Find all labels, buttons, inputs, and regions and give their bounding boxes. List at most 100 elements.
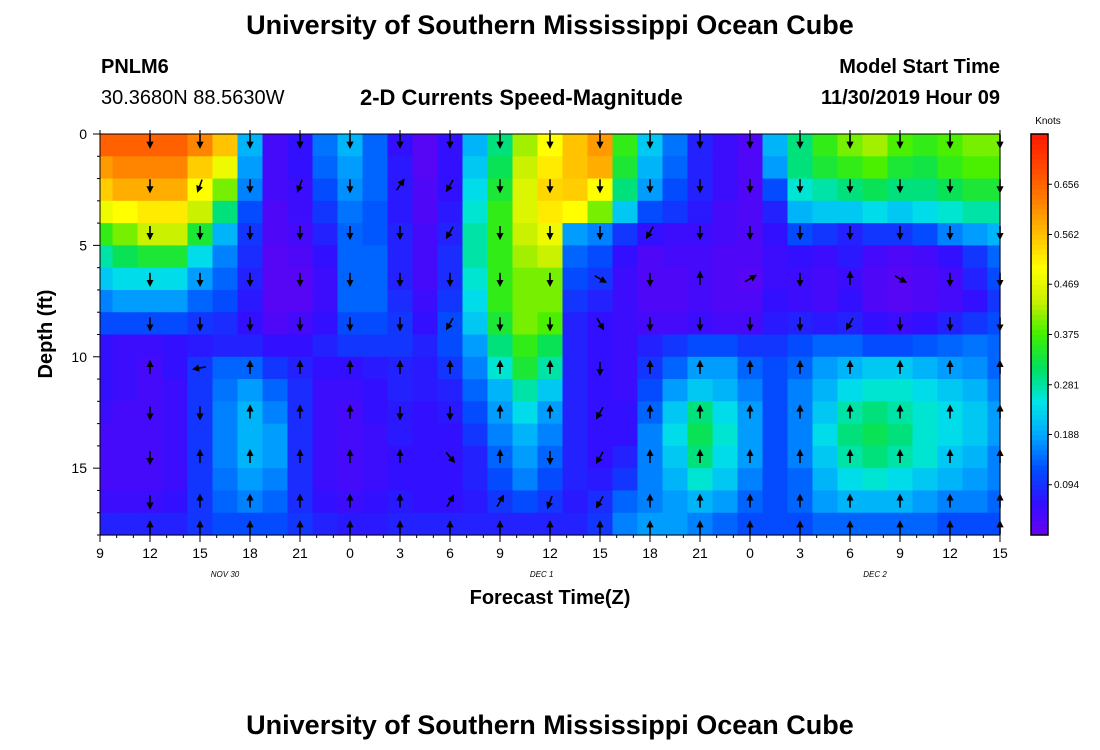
heatmap-cell xyxy=(862,178,889,202)
heatmap-cell xyxy=(762,401,789,425)
heatmap-cell xyxy=(287,468,314,492)
x-tick-label: 9 xyxy=(96,545,104,561)
colorbar-segment xyxy=(1031,529,1048,536)
colorbar-segment xyxy=(1031,174,1048,180)
heatmap-cell xyxy=(487,289,514,313)
heatmap-cell xyxy=(862,512,889,536)
colorbar-segment xyxy=(1031,254,1048,260)
heatmap-cell xyxy=(762,334,789,358)
heatmap-cell xyxy=(962,312,989,336)
heatmap-cell xyxy=(212,401,239,425)
colorbar-segment xyxy=(1031,399,1048,406)
heatmap-cell xyxy=(487,423,514,447)
heatmap-cell xyxy=(312,445,339,469)
heatmap-cell xyxy=(687,156,714,180)
heatmap-cell xyxy=(862,334,889,358)
heatmap-cell xyxy=(762,356,789,380)
heatmap-cell xyxy=(262,312,289,336)
heatmap-cell xyxy=(737,379,764,402)
colorbar-segment xyxy=(1031,169,1048,175)
heatmap-cell xyxy=(437,289,464,313)
heatmap-cell xyxy=(162,200,189,224)
heatmap-cell xyxy=(462,245,489,269)
heatmap-cell xyxy=(487,334,514,358)
heatmap-cell xyxy=(812,423,839,447)
heatmap-cell xyxy=(887,156,914,180)
heatmap-cell xyxy=(537,200,564,224)
heatmap-cell xyxy=(137,379,164,402)
heatmap-cell xyxy=(212,468,239,492)
heatmap-cell xyxy=(412,223,439,246)
heatmap-cell xyxy=(112,156,139,180)
heatmap-cell xyxy=(112,379,139,402)
current-vector-arrow xyxy=(446,494,455,508)
heatmap-cell xyxy=(712,356,739,380)
heatmap-cell xyxy=(512,356,539,380)
heatmap-cell xyxy=(737,423,764,447)
heatmap-cell xyxy=(862,468,889,492)
heatmap-cell xyxy=(987,245,1001,269)
x-tick-label: 3 xyxy=(396,545,404,561)
current-vector-arrow xyxy=(596,317,605,331)
heatmap-cell xyxy=(887,468,914,492)
heatmap-cell xyxy=(262,490,289,514)
heatmap-cell xyxy=(662,512,689,536)
heatmap-cell xyxy=(287,334,314,358)
heatmap-cell xyxy=(912,379,939,402)
heatmap-cell xyxy=(512,334,539,358)
colorbar-segment xyxy=(1031,264,1048,270)
heatmap-cell xyxy=(112,178,139,202)
x-tick-label: 9 xyxy=(896,545,904,561)
heatmap-cell xyxy=(487,200,514,224)
x-tick-label: 3 xyxy=(796,545,804,561)
heatmap-cell xyxy=(362,334,389,358)
heatmap-cell xyxy=(612,468,639,492)
heatmap-cell xyxy=(462,289,489,313)
heatmap-cell xyxy=(412,156,439,180)
heatmap-cell xyxy=(462,379,489,402)
heatmap-cell xyxy=(962,200,989,224)
heatmap-cell xyxy=(162,445,189,469)
heatmap-cell xyxy=(212,512,239,536)
heatmap-cell xyxy=(437,423,464,447)
heatmap-cell xyxy=(262,468,289,492)
heatmap-cell xyxy=(712,245,739,269)
heatmap-cell xyxy=(137,334,164,358)
heatmap-cell xyxy=(912,445,939,469)
heatmap-cell xyxy=(187,245,214,269)
heatmap-cell xyxy=(912,512,939,536)
heatmap-cell xyxy=(537,468,564,492)
heatmap-cell xyxy=(337,468,364,492)
heatmap-cell xyxy=(162,468,189,492)
heatmap-cell xyxy=(262,223,289,246)
heatmap-cell xyxy=(262,379,289,402)
heatmap-cell xyxy=(562,423,589,447)
page-title: University of Southern Mississippi Ocean… xyxy=(246,10,854,40)
heatmap-cell xyxy=(100,245,114,269)
heatmap-cell xyxy=(987,379,1001,402)
heatmap-cell xyxy=(987,134,1001,157)
heatmap-cell xyxy=(237,334,264,358)
heatmap-cell xyxy=(262,245,289,269)
heatmap-cell xyxy=(212,200,239,224)
heatmap-cell xyxy=(100,512,114,536)
colorbar-segment xyxy=(1031,134,1048,140)
heatmap-cells xyxy=(100,134,1001,536)
heatmap-cell xyxy=(362,223,389,246)
current-vector-arrow xyxy=(894,275,908,283)
heatmap-cell xyxy=(387,289,414,313)
x-tick-label: 21 xyxy=(292,545,308,561)
colorbar-tick-label: 0.562 xyxy=(1054,230,1079,241)
heatmap-cell xyxy=(762,312,789,336)
heatmap-cell xyxy=(712,178,739,202)
heatmap-cell xyxy=(762,245,789,269)
heatmap-cell xyxy=(187,334,214,358)
colorbar-segment xyxy=(1031,164,1048,170)
heatmap-cell xyxy=(787,156,814,180)
colorbar-segment xyxy=(1031,159,1048,165)
colorbar-segment xyxy=(1031,429,1048,436)
heatmap-cell xyxy=(437,223,464,246)
heatmap-cell xyxy=(762,468,789,492)
heatmap-cell xyxy=(562,200,589,224)
heatmap-cell xyxy=(362,356,389,380)
